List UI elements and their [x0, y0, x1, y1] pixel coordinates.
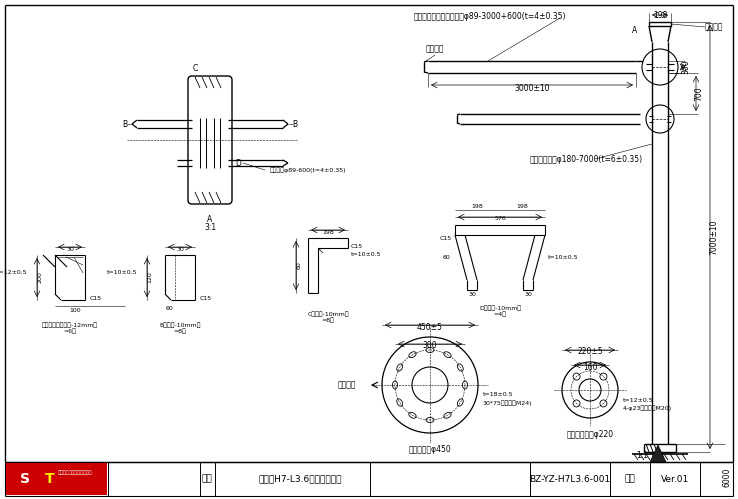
Text: C15: C15	[351, 244, 363, 249]
Text: C15: C15	[440, 237, 452, 242]
Text: 立杆底法兰加强筋-12mm厚
=6块: 立杆底法兰加强筋-12mm厚 =6块	[42, 322, 98, 334]
Text: t=12±0.5: t=12±0.5	[623, 398, 654, 403]
Text: A: A	[632, 25, 638, 34]
Text: 图号: 图号	[201, 475, 213, 484]
Text: 1:1: 1:1	[636, 451, 648, 460]
Text: 圆柱标志横臂（含尾管）φ89-3000+600(t=4±0.35): 圆柱标志横臂（含尾管）φ89-3000+600(t=4±0.35)	[414, 12, 566, 21]
Text: 30: 30	[176, 247, 184, 251]
Text: C加强筋-10mm厚
=8块: C加强筋-10mm厚 =8块	[307, 311, 349, 323]
Text: 300: 300	[681, 60, 691, 74]
Text: D加强筋-10mm厚
=4块: D加强筋-10mm厚 =4块	[479, 305, 521, 317]
Text: 100: 100	[69, 307, 81, 312]
Text: t=18±0.5: t=18±0.5	[483, 393, 514, 398]
Text: t=12±0.5: t=12±0.5	[0, 270, 27, 275]
Text: B加强筋-10mm厚
=8块: B加强筋-10mm厚 =8块	[159, 322, 201, 334]
Text: 连接圆管φ89-600(t=4±0.35): 连接圆管φ89-600(t=4±0.35)	[270, 167, 347, 173]
Bar	[6, 463, 107, 495]
Text: 700: 700	[694, 86, 703, 101]
Text: BZ-YZ-H7L3.6-001: BZ-YZ-H7L3.6-001	[529, 475, 610, 484]
Text: C15: C15	[90, 295, 102, 300]
Text: 576: 576	[494, 217, 506, 222]
Text: 圆柱标志立杆φ180-7000(t=6±0.35): 圆柱标志立杆φ180-7000(t=6±0.35)	[530, 155, 643, 164]
Text: 198: 198	[472, 205, 483, 210]
Text: 3:1: 3:1	[204, 224, 216, 233]
Polygon shape	[650, 445, 666, 462]
Text: 横臂连接法兰φ220: 横臂连接法兰φ220	[567, 430, 613, 439]
Text: 30: 30	[66, 247, 74, 251]
Text: T: T	[45, 472, 55, 486]
Text: 江苏顺泰交通集团有限公司: 江苏顺泰交通集团有限公司	[58, 470, 92, 475]
Text: 30*75腰孔（配M24): 30*75腰孔（配M24)	[483, 400, 533, 406]
Text: B: B	[123, 119, 128, 129]
Text: t=10±0.5: t=10±0.5	[548, 255, 579, 260]
Text: 立杆底法兰φ450: 立杆底法兰φ450	[409, 445, 452, 454]
Text: 300: 300	[423, 341, 438, 350]
Text: 60: 60	[442, 255, 450, 260]
Text: 30: 30	[524, 292, 532, 297]
Text: 封死留漏: 封死留漏	[705, 22, 723, 31]
Text: C15: C15	[200, 295, 212, 300]
Text: D: D	[235, 159, 241, 168]
Text: 200: 200	[38, 271, 43, 283]
Text: 4-φ23圆孔（配M20): 4-φ23圆孔（配M20)	[623, 405, 672, 411]
Text: 220±5: 220±5	[577, 347, 603, 356]
Text: B: B	[292, 119, 297, 129]
Text: C: C	[193, 63, 198, 72]
Text: 198: 198	[322, 230, 334, 235]
Text: t=10±0.5: t=10±0.5	[351, 251, 382, 256]
Text: 6000: 6000	[723, 468, 731, 487]
Text: 198: 198	[517, 205, 528, 210]
Text: 60: 60	[166, 305, 174, 310]
Text: 30: 30	[468, 292, 476, 297]
Text: 450±5: 450±5	[417, 322, 443, 331]
Text: 120: 120	[148, 271, 153, 283]
Text: 7000±10: 7000±10	[709, 219, 719, 255]
Text: Ver.01: Ver.01	[661, 475, 689, 484]
Text: 198: 198	[653, 10, 667, 19]
Text: 图名：H7-L3.6米圆柱标志杆: 图名：H7-L3.6米圆柱标志杆	[258, 475, 342, 484]
Text: 封死留漏: 封死留漏	[426, 44, 444, 53]
Text: t=10±0.5: t=10±0.5	[106, 270, 137, 275]
Text: 160: 160	[583, 362, 597, 371]
Text: 版本: 版本	[624, 475, 635, 484]
Text: 3000±10: 3000±10	[514, 83, 550, 92]
Text: A: A	[207, 216, 213, 225]
Text: S: S	[20, 472, 30, 486]
Text: 横臂方向: 横臂方向	[337, 381, 356, 390]
Text: 60: 60	[297, 261, 302, 269]
